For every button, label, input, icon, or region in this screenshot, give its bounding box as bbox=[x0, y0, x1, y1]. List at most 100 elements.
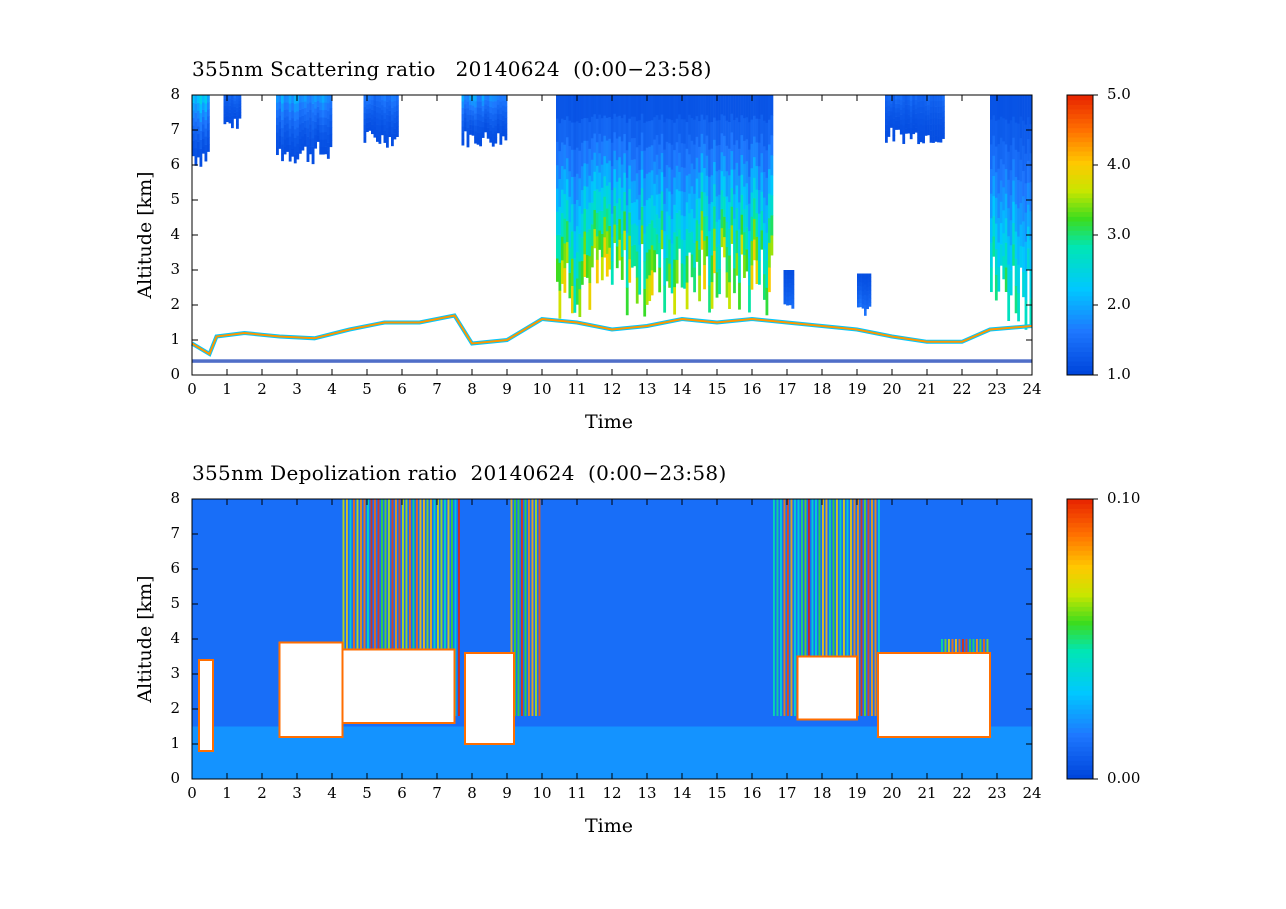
cloud-cell bbox=[1014, 231, 1018, 259]
cloud-cell bbox=[770, 235, 774, 256]
cloud-cell bbox=[678, 95, 682, 115]
cloud-cell bbox=[1027, 116, 1030, 140]
cloud-cell bbox=[386, 134, 389, 142]
cloud-cell bbox=[932, 112, 935, 120]
cloud-cell bbox=[618, 239, 622, 261]
cloud-cell bbox=[791, 279, 795, 285]
cloud-cell bbox=[481, 105, 485, 112]
cloud-cell bbox=[466, 101, 470, 109]
cloud-cell bbox=[738, 175, 741, 203]
cloud-cell bbox=[753, 198, 756, 219]
cloud-cell bbox=[378, 101, 382, 108]
cloud-cell bbox=[386, 101, 389, 109]
cloud-cell bbox=[932, 100, 935, 108]
cloud-cell bbox=[288, 95, 292, 104]
colorbar-segment bbox=[1067, 225, 1093, 231]
cloud-cell bbox=[286, 144, 290, 152]
cloud-cell bbox=[321, 117, 325, 125]
cloud-cell bbox=[580, 118, 584, 143]
cloud-cell bbox=[655, 134, 659, 155]
cloud-cell bbox=[698, 95, 701, 122]
cloud-cell bbox=[937, 106, 940, 113]
colorbar-segment bbox=[1067, 207, 1093, 213]
cloud-cell bbox=[293, 129, 297, 138]
cloud-cell bbox=[695, 136, 699, 158]
cloud-cell bbox=[1004, 119, 1008, 145]
colorbar-segment bbox=[1067, 681, 1093, 687]
cloud-cell bbox=[207, 123, 210, 131]
cloud-cell bbox=[393, 111, 397, 118]
cloud-cell bbox=[326, 110, 330, 120]
cloud-cell bbox=[298, 131, 302, 140]
cloud-cell bbox=[1022, 170, 1025, 197]
cloud-cell bbox=[363, 136, 367, 143]
cloud-cell bbox=[499, 138, 503, 145]
cloud-cell bbox=[720, 189, 724, 210]
cloud-cell bbox=[223, 113, 227, 117]
cloud-cell bbox=[496, 95, 500, 101]
cloud-cell bbox=[326, 102, 330, 112]
cloud-cell bbox=[705, 235, 709, 257]
cloud-cell bbox=[321, 102, 325, 111]
cloud-cell bbox=[204, 95, 208, 104]
cloud-cell bbox=[630, 245, 634, 268]
cloud-cell bbox=[620, 187, 624, 211]
cloud-cell bbox=[598, 230, 602, 250]
cloud-cell bbox=[942, 122, 945, 129]
cloud-cell bbox=[748, 285, 751, 313]
colorbar-segment bbox=[1067, 611, 1093, 617]
colorbar-segment bbox=[1067, 536, 1093, 542]
cloud-cell bbox=[640, 225, 644, 245]
cloud-cell bbox=[491, 95, 495, 102]
cloud-cell bbox=[663, 176, 667, 204]
cloud-cell bbox=[912, 104, 916, 110]
cloud-cell bbox=[665, 95, 669, 119]
cloud-cell bbox=[376, 112, 379, 119]
depol-column bbox=[517, 499, 520, 716]
x-tick-label: 11 bbox=[567, 380, 587, 398]
cloud-cell bbox=[578, 205, 582, 234]
cloud-cell bbox=[489, 95, 493, 102]
depol-column bbox=[776, 499, 779, 716]
cloud-cell bbox=[783, 270, 787, 275]
depol-column bbox=[773, 499, 775, 716]
cloud-cell bbox=[371, 95, 374, 101]
cloud-cell bbox=[304, 133, 307, 141]
cloud-cell bbox=[914, 118, 918, 124]
cloud-cell bbox=[580, 237, 584, 262]
cloud-cell bbox=[489, 136, 493, 143]
cloud-cell bbox=[887, 126, 891, 132]
cloud-cell bbox=[698, 223, 701, 250]
depol-column bbox=[783, 499, 786, 716]
cloud-cell bbox=[695, 199, 699, 221]
cloud-cell bbox=[917, 107, 921, 114]
x-tick-label: 14 bbox=[672, 380, 692, 398]
cloud-cell bbox=[904, 119, 908, 125]
cloud-cell bbox=[236, 111, 239, 117]
cloud-cell bbox=[1007, 95, 1011, 124]
cloud-cell bbox=[573, 95, 577, 123]
cloud-cell bbox=[578, 233, 582, 262]
cloud-cell bbox=[861, 282, 865, 287]
cloud-cell bbox=[466, 134, 470, 141]
cloud-cell bbox=[278, 135, 282, 143]
colorbar-segment bbox=[1067, 337, 1093, 343]
cloud-cell bbox=[474, 119, 477, 126]
cloud-cell bbox=[718, 194, 721, 220]
cloud-cell bbox=[660, 171, 664, 192]
cloud-cell bbox=[366, 113, 369, 119]
cloud-cell bbox=[588, 229, 592, 257]
cloud-cell bbox=[575, 173, 579, 200]
depol-column bbox=[384, 499, 387, 716]
cloud-cell bbox=[573, 203, 577, 232]
cloud-cell bbox=[864, 284, 867, 290]
cloud-cell bbox=[630, 202, 634, 225]
cloud-cell bbox=[376, 106, 379, 113]
cloud-cell bbox=[329, 127, 333, 135]
cloud-cell bbox=[396, 105, 399, 111]
cloud-cell bbox=[610, 260, 614, 285]
depol-column bbox=[395, 499, 397, 716]
cloud-cell bbox=[600, 164, 604, 188]
cloud-cell bbox=[927, 99, 930, 106]
cloud-cell bbox=[378, 131, 382, 138]
